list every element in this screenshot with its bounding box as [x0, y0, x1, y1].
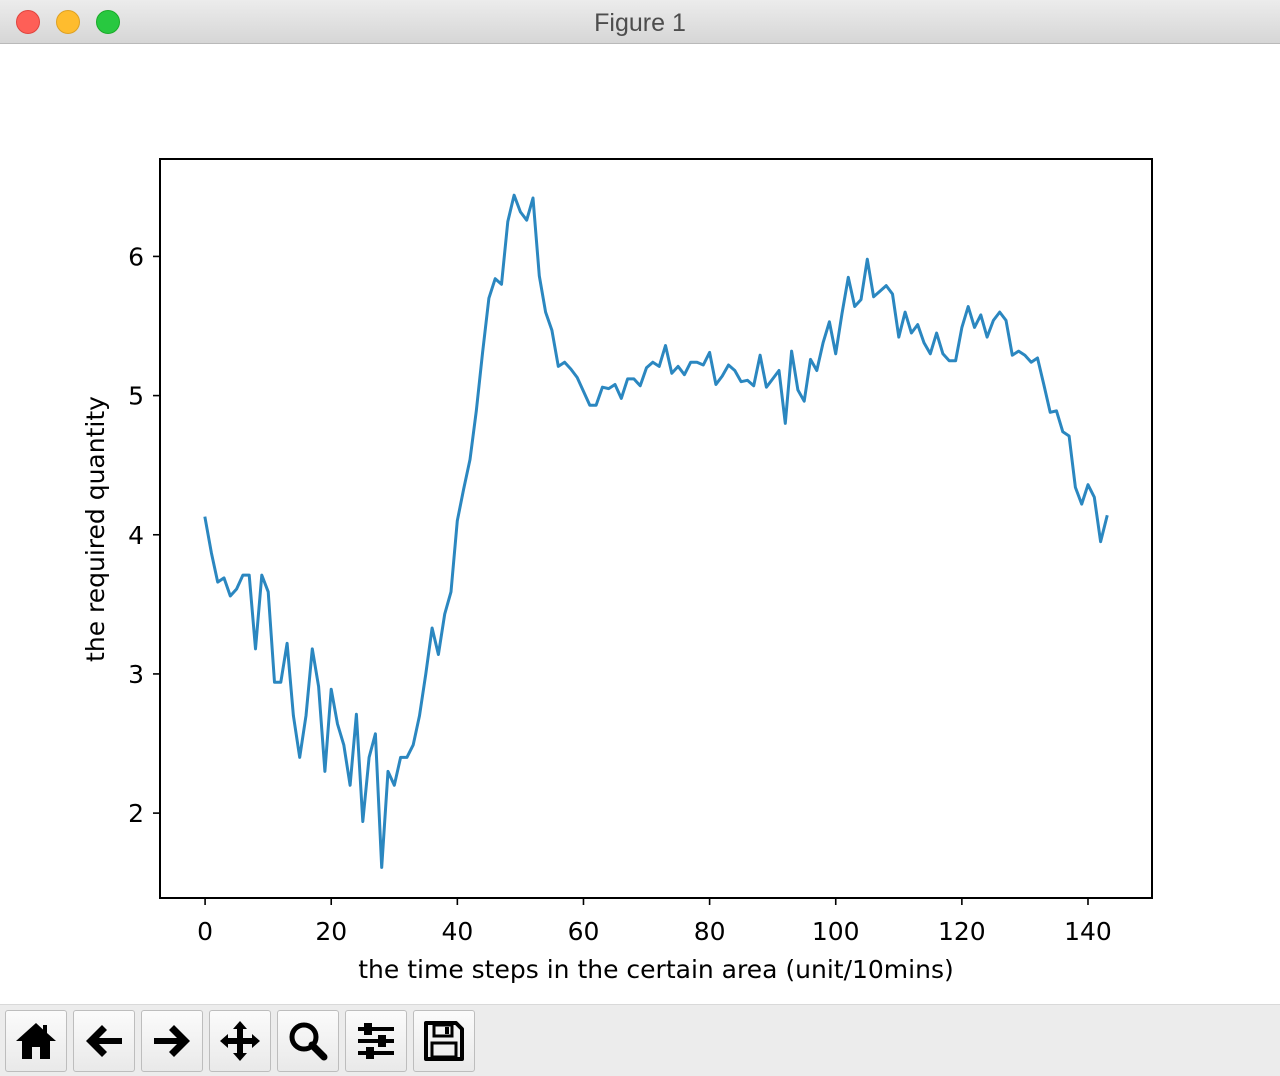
- x-tick-label: 100: [812, 917, 860, 946]
- x-tick-label: 20: [315, 917, 347, 946]
- line-chart: 0 20 40 60 80 100 120 140 2 3 4 5 6 the time steps i…: [81, 158, 1153, 984]
- pan-button[interactable]: [209, 1010, 271, 1072]
- pan-icon: [220, 1021, 260, 1061]
- forward-arrow-icon: [154, 1025, 190, 1057]
- y-tick-label: 5: [128, 382, 144, 411]
- y-tick-label: 6: [128, 242, 144, 271]
- y-tick-label: 3: [128, 660, 144, 689]
- x-axis-label: the time steps in the certain area (unit…: [358, 955, 953, 984]
- y-axis-label: the required quantity: [81, 396, 110, 662]
- x-tick-label: 40: [441, 917, 473, 946]
- forward-button[interactable]: [141, 1010, 203, 1072]
- y-tick-label: 4: [128, 521, 144, 550]
- title-bar: Figure 1: [0, 0, 1280, 44]
- series-line: [203, 193, 1109, 869]
- configure-subplots-button[interactable]: [345, 1010, 407, 1072]
- x-tick-label: 60: [568, 917, 600, 946]
- y-tick-label: 2: [128, 799, 144, 828]
- minimize-window-button[interactable]: [56, 10, 80, 34]
- back-arrow-icon: [86, 1025, 122, 1057]
- x-tick-label: 80: [694, 917, 726, 946]
- back-button[interactable]: [73, 1010, 135, 1072]
- zoom-icon: [289, 1022, 328, 1061]
- save-icon: [424, 1021, 464, 1061]
- x-tick-label: 0: [197, 917, 213, 946]
- close-window-button[interactable]: [16, 10, 40, 34]
- save-button[interactable]: [413, 1010, 475, 1072]
- subplots-icon: [358, 1023, 394, 1059]
- navigation-toolbar: [0, 1004, 1280, 1076]
- home-button[interactable]: [5, 1010, 67, 1072]
- figure-canvas[interactable]: 0 20 40 60 80 100 120 140 2 3 4 5 6 the time steps i…: [0, 44, 1280, 1004]
- x-tick-label: 140: [1064, 917, 1112, 946]
- zoom-button[interactable]: [277, 1010, 339, 1072]
- window-title: Figure 1: [594, 9, 686, 37]
- home-icon: [16, 1023, 56, 1059]
- x-tick-label: 120: [938, 917, 986, 946]
- plot-area-frame: [159, 158, 1153, 899]
- maximize-window-button[interactable]: [96, 10, 120, 34]
